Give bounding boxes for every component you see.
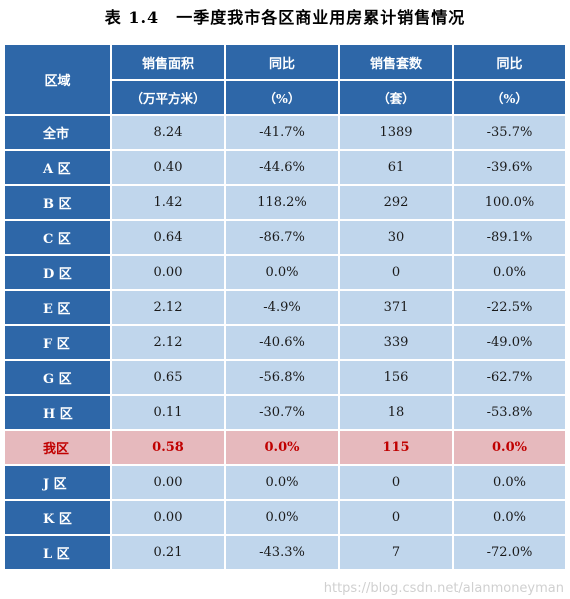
table-row: 我区 0.58 0.0% 115 0.0% bbox=[3, 429, 567, 466]
cell-area: 0.21 bbox=[110, 534, 226, 571]
cell-area-yoy: -40.6% bbox=[224, 324, 340, 361]
table-row: A 区 0.40 -44.6% 61 -39.6% bbox=[3, 149, 567, 186]
cell-units: 0 bbox=[338, 464, 454, 501]
cell-units-yoy: -22.5% bbox=[452, 289, 567, 326]
cell-region: L 区 bbox=[3, 534, 112, 571]
cell-area-yoy: 0.0% bbox=[224, 429, 340, 466]
table-row: B 区 1.42 118.2% 292 100.0% bbox=[3, 184, 567, 221]
cell-units: 18 bbox=[338, 394, 454, 431]
header-area-yoy: 同比 bbox=[224, 43, 340, 81]
cell-units-yoy: -89.1% bbox=[452, 219, 567, 256]
cell-area-yoy: -56.8% bbox=[224, 359, 340, 396]
cell-region: F 区 bbox=[3, 324, 112, 361]
cell-area-yoy: 0.0% bbox=[224, 464, 340, 501]
cell-units-yoy: 0.0% bbox=[452, 429, 567, 466]
cell-area: 0.00 bbox=[110, 499, 226, 536]
cell-region: D 区 bbox=[3, 254, 112, 291]
table-row: E 区 2.12 -4.9% 371 -22.5% bbox=[3, 289, 567, 326]
cell-units-yoy: -62.7% bbox=[452, 359, 567, 396]
table-row: D 区 0.00 0.0% 0 0.0% bbox=[3, 254, 567, 291]
cell-region: G 区 bbox=[3, 359, 112, 396]
table-row: J 区 0.00 0.0% 0 0.0% bbox=[3, 464, 567, 501]
cell-area: 2.12 bbox=[110, 289, 226, 326]
cell-area-yoy: -30.7% bbox=[224, 394, 340, 431]
cell-area: 0.64 bbox=[110, 219, 226, 256]
cell-units-yoy: 100.0% bbox=[452, 184, 567, 221]
table-row: H 区 0.11 -30.7% 18 -53.8% bbox=[3, 394, 567, 431]
cell-region: J 区 bbox=[3, 464, 112, 501]
cell-area-yoy: -41.7% bbox=[224, 114, 340, 151]
cell-units: 115 bbox=[338, 429, 454, 466]
cell-area-yoy: -43.3% bbox=[224, 534, 340, 571]
cell-area: 1.42 bbox=[110, 184, 226, 221]
cell-units: 0 bbox=[338, 499, 454, 536]
cell-units-yoy: -49.0% bbox=[452, 324, 567, 361]
cell-units: 61 bbox=[338, 149, 454, 186]
cell-area: 0.11 bbox=[110, 394, 226, 431]
cell-units-yoy: -53.8% bbox=[452, 394, 567, 431]
cell-units: 30 bbox=[338, 219, 454, 256]
cell-area-yoy: 0.0% bbox=[224, 254, 340, 291]
cell-region: C 区 bbox=[3, 219, 112, 256]
header-area-unit: （万平方米） bbox=[110, 79, 226, 116]
cell-region: K 区 bbox=[3, 499, 112, 536]
header-units-unit: （套） bbox=[338, 79, 454, 116]
header-units-yoy: 同比 bbox=[452, 43, 567, 81]
cell-units-yoy: 0.0% bbox=[452, 499, 567, 536]
cell-units-yoy: -72.0% bbox=[452, 534, 567, 571]
table-row: K 区 0.00 0.0% 0 0.0% bbox=[3, 499, 567, 536]
cell-area-yoy: -4.9% bbox=[224, 289, 340, 326]
header-units: 销售套数 bbox=[338, 43, 454, 81]
cell-units: 339 bbox=[338, 324, 454, 361]
table-title: 表 1.4 一季度我市各区商业用房累计销售情况 bbox=[104, 8, 466, 27]
header-units-yoy-unit: （%） bbox=[452, 79, 567, 116]
cell-units-yoy: -35.7% bbox=[452, 114, 567, 151]
cell-area-yoy: -44.6% bbox=[224, 149, 340, 186]
table-row: C 区 0.64 -86.7% 30 -89.1% bbox=[3, 219, 567, 256]
cell-area: 0.00 bbox=[110, 464, 226, 501]
watermark: https://blog.csdn.net/alanmoneyman bbox=[323, 581, 564, 596]
cell-area-yoy: -86.7% bbox=[224, 219, 340, 256]
cell-area: 2.12 bbox=[110, 324, 226, 361]
cell-units: 7 bbox=[338, 534, 454, 571]
sales-table: 区域 销售面积 同比 销售套数 同比 （万平方米） （%） （套） （%） 全市… bbox=[3, 43, 567, 571]
cell-region: 我区 bbox=[3, 429, 112, 466]
cell-units: 292 bbox=[338, 184, 454, 221]
cell-area: 8.24 bbox=[110, 114, 226, 151]
header-area-yoy-unit: （%） bbox=[224, 79, 340, 116]
cell-region: B 区 bbox=[3, 184, 112, 221]
cell-region: A 区 bbox=[3, 149, 112, 186]
cell-units-yoy: 0.0% bbox=[452, 464, 567, 501]
cell-units: 371 bbox=[338, 289, 454, 326]
cell-region: H 区 bbox=[3, 394, 112, 431]
table-row: F 区 2.12 -40.6% 339 -49.0% bbox=[3, 324, 567, 361]
cell-region: 全市 bbox=[3, 114, 112, 151]
cell-units: 156 bbox=[338, 359, 454, 396]
cell-area: 0.00 bbox=[110, 254, 226, 291]
cell-area-yoy: 118.2% bbox=[224, 184, 340, 221]
table-row: G 区 0.65 -56.8% 156 -62.7% bbox=[3, 359, 567, 396]
table-body: 全市 8.24 -41.7% 1389 -35.7% A 区 0.40 -44.6% 61 -39… bbox=[3, 114, 567, 571]
header-region: 区域 bbox=[3, 43, 112, 116]
cell-area-yoy: 0.0% bbox=[224, 499, 340, 536]
cell-units-yoy: -39.6% bbox=[452, 149, 567, 186]
cell-units: 0 bbox=[338, 254, 454, 291]
cell-region: E 区 bbox=[3, 289, 112, 326]
cell-area: 0.40 bbox=[110, 149, 226, 186]
table-row: L 区 0.21 -43.3% 7 -72.0% bbox=[3, 534, 567, 571]
cell-units-yoy: 0.0% bbox=[452, 254, 567, 291]
cell-area: 0.58 bbox=[110, 429, 226, 466]
cell-area: 0.65 bbox=[110, 359, 226, 396]
cell-units: 1389 bbox=[338, 114, 454, 151]
table-row: 全市 8.24 -41.7% 1389 -35.7% bbox=[3, 114, 567, 151]
header-area: 销售面积 bbox=[110, 43, 226, 81]
